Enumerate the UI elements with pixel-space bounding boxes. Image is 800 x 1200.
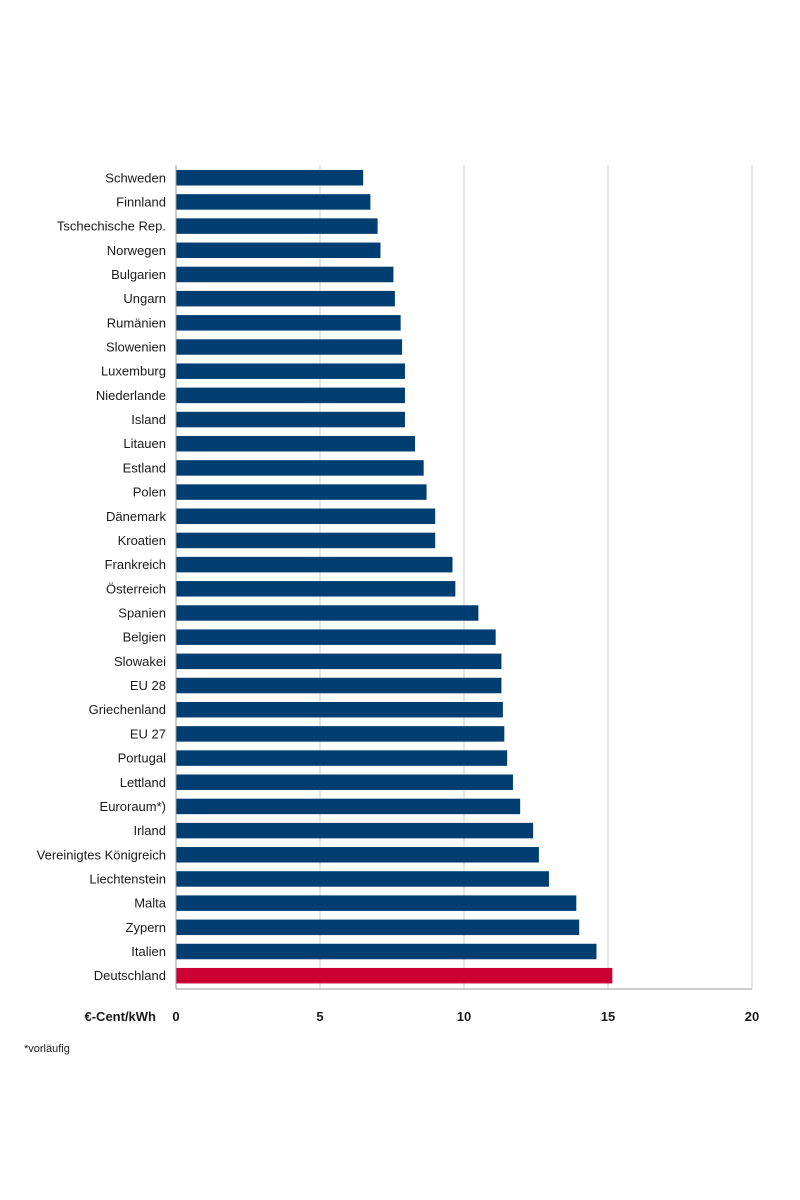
bar-eu-28 xyxy=(176,677,502,694)
category-label-euroraum: Euroraum*) xyxy=(100,799,166,814)
category-label-niederlande: Niederlande xyxy=(96,388,166,403)
category-label-finnland: Finnland xyxy=(116,194,166,209)
grid-lines xyxy=(319,165,753,989)
category-label-portugal: Portugal xyxy=(118,751,167,766)
bar-euroraum xyxy=(176,798,521,815)
bar-norwegen xyxy=(176,242,381,259)
category-label-island: Island xyxy=(131,412,166,427)
bar-eu-27 xyxy=(176,726,505,742)
bar-irland xyxy=(176,822,534,839)
category-label-irland: Irland xyxy=(133,823,166,838)
category-label-österreich: Österreich xyxy=(106,581,166,596)
x-tick-label-20: 20 xyxy=(745,1009,759,1024)
bars xyxy=(176,170,613,984)
category-label-dänemark: Dänemark xyxy=(106,509,166,524)
category-label-vereinigtes-königreich: Vereinigtes Königreich xyxy=(37,847,166,862)
category-label-norwegen: Norwegen xyxy=(107,243,166,258)
bar-deutschland xyxy=(176,967,613,984)
bar-spanien xyxy=(176,605,479,621)
bar-italien xyxy=(176,943,597,960)
category-label-griechenland: Griechenland xyxy=(89,702,166,717)
category-label-luxemburg: Luxemburg xyxy=(101,364,166,379)
x-tick-label-10: 10 xyxy=(457,1009,471,1024)
bar-portugal xyxy=(176,750,508,766)
category-label-lettland: Lettland xyxy=(120,775,166,790)
x-tick-labels: 0 5 10 15 20 xyxy=(172,1009,759,1024)
category-label-slowakei: Slowakei xyxy=(114,654,166,669)
category-label-spanien: Spanien xyxy=(118,605,166,620)
bar-schweden xyxy=(176,170,364,186)
category-label-polen: Polen xyxy=(133,485,166,500)
bar-finnland xyxy=(176,194,371,210)
x-tick-label-15: 15 xyxy=(601,1009,615,1024)
bar-slowenien xyxy=(176,339,403,355)
bar-griechenland xyxy=(176,701,503,718)
category-label-deutschland: Deutschland xyxy=(94,968,166,983)
category-label-slowenien: Slowenien xyxy=(106,340,166,355)
bar-tschechische-rep xyxy=(176,218,378,234)
bar-kroatien xyxy=(176,532,436,549)
bar-lettland xyxy=(176,774,513,790)
bar-rumänien xyxy=(176,315,401,331)
bar-polen xyxy=(176,484,427,500)
x-tick-label-0: 0 xyxy=(172,1009,179,1024)
category-label-schweden: Schweden xyxy=(105,170,166,185)
bar-liechtenstein xyxy=(176,871,549,887)
x-axis-unit-label: €-Cent/kWh xyxy=(85,1009,157,1024)
category-label-litauen: Litauen xyxy=(123,436,166,451)
category-label-ungarn: Ungarn xyxy=(123,291,166,306)
bar-niederlande xyxy=(176,387,405,404)
category-label-italien: Italien xyxy=(131,944,166,959)
bar-zypern xyxy=(176,919,580,936)
category-label-malta: Malta xyxy=(134,896,167,911)
bar-luxemburg xyxy=(176,363,405,379)
category-label-bulgarien: Bulgarien xyxy=(111,267,166,282)
bar-estland xyxy=(176,460,424,476)
category-label-estland: Estland xyxy=(123,460,166,475)
bar-litauen xyxy=(176,435,416,452)
bar-malta xyxy=(176,895,577,911)
category-label-belgien: Belgien xyxy=(123,630,166,645)
category-label-liechtenstein: Liechtenstein xyxy=(89,871,166,886)
bar-vereinigtes-königreich xyxy=(176,847,539,863)
category-label-eu-27: EU 27 xyxy=(130,726,166,741)
bar-bulgarien xyxy=(176,266,394,283)
category-label-kroatien: Kroatien xyxy=(118,533,166,548)
bar-österreich xyxy=(176,581,456,597)
axes xyxy=(175,165,752,990)
footnote: *vorläufig xyxy=(24,1043,70,1055)
bar-ungarn xyxy=(176,290,395,307)
bar-slowakei xyxy=(176,653,502,670)
category-label-rumänien: Rumänien xyxy=(107,315,166,330)
bar-frankreich xyxy=(176,556,453,573)
category-label-eu-28: EU 28 xyxy=(130,678,166,693)
bar-island xyxy=(176,411,405,428)
category-label-tschechische-rep: Tschechische Rep. xyxy=(57,219,166,234)
bar-dänemark xyxy=(176,508,436,525)
category-label-frankreich: Frankreich xyxy=(105,557,166,572)
x-tick-label-5: 5 xyxy=(316,1009,323,1024)
category-label-zypern: Zypern xyxy=(126,920,166,935)
bar-belgien xyxy=(176,629,496,645)
category-labels: Schweden Finnland Tschechische Rep. Norwege… xyxy=(37,170,167,983)
